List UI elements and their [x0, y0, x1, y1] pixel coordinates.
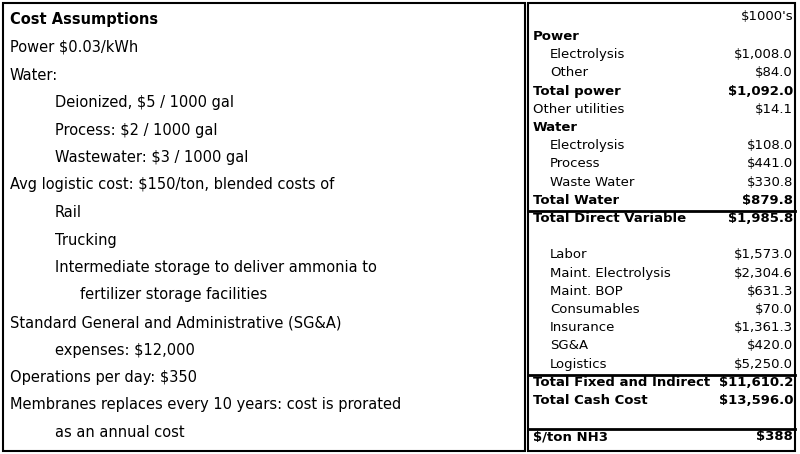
Text: Other utilities: Other utilities — [533, 103, 624, 116]
Text: Insurance: Insurance — [550, 321, 615, 334]
Text: Logistics: Logistics — [550, 358, 607, 370]
Text: $1000's: $1000's — [740, 10, 793, 23]
Text: $13,596.0: $13,596.0 — [718, 394, 793, 407]
Text: Rail: Rail — [55, 205, 82, 220]
Text: $11,610.2: $11,610.2 — [718, 376, 793, 389]
Text: Electrolysis: Electrolysis — [550, 139, 626, 152]
Text: Water:: Water: — [10, 68, 58, 83]
Text: Water: Water — [533, 121, 578, 134]
Text: $420.0: $420.0 — [746, 340, 793, 352]
Text: Maint. Electrolysis: Maint. Electrolysis — [550, 266, 670, 280]
Text: Power $0.03/kWh: Power $0.03/kWh — [10, 40, 138, 55]
Text: $879.8: $879.8 — [742, 194, 793, 207]
Text: $1,361.3: $1,361.3 — [734, 321, 793, 334]
Text: $108.0: $108.0 — [746, 139, 793, 152]
Text: SG&A: SG&A — [550, 340, 588, 352]
Text: $330.8: $330.8 — [746, 176, 793, 188]
Text: $14.1: $14.1 — [755, 103, 793, 116]
Text: Total Direct Variable: Total Direct Variable — [533, 212, 686, 225]
Text: $441.0: $441.0 — [746, 158, 793, 170]
Text: fertilizer storage facilities: fertilizer storage facilities — [80, 287, 267, 302]
Text: expenses: $12,000: expenses: $12,000 — [55, 342, 195, 357]
Text: Standard General and Administrative (SG&A): Standard General and Administrative (SG&… — [10, 315, 342, 330]
Text: Power: Power — [533, 30, 580, 43]
Text: $1,008.0: $1,008.0 — [734, 48, 793, 61]
Text: :: : — [152, 12, 157, 27]
Text: $388: $388 — [756, 430, 793, 444]
Text: as an annual cost: as an annual cost — [55, 425, 185, 440]
Bar — [3, 3, 525, 451]
Bar — [528, 3, 795, 451]
Text: Process: Process — [550, 158, 601, 170]
Text: Consumables: Consumables — [550, 303, 640, 316]
Text: $2,304.6: $2,304.6 — [734, 266, 793, 280]
Text: Wastewater: $3 / 1000 gal: Wastewater: $3 / 1000 gal — [55, 150, 248, 165]
Text: Deionized, $5 / 1000 gal: Deionized, $5 / 1000 gal — [55, 95, 234, 110]
Text: $5,250.0: $5,250.0 — [734, 358, 793, 370]
Text: Total Fixed and Indirect: Total Fixed and Indirect — [533, 376, 710, 389]
Text: Maint. BOP: Maint. BOP — [550, 285, 622, 298]
Text: $70.0: $70.0 — [755, 303, 793, 316]
Text: Waste Water: Waste Water — [550, 176, 634, 188]
Text: $1,092.0: $1,092.0 — [728, 84, 793, 98]
Text: Intermediate storage to deliver ammonia to: Intermediate storage to deliver ammonia … — [55, 260, 377, 275]
Text: $/ton NH3: $/ton NH3 — [533, 430, 608, 444]
Text: $1,573.0: $1,573.0 — [734, 248, 793, 262]
Text: Total Cash Cost: Total Cash Cost — [533, 394, 648, 407]
Text: $84.0: $84.0 — [755, 66, 793, 79]
Text: Operations per day: $350: Operations per day: $350 — [10, 370, 197, 385]
Text: Avg logistic cost: $150/ton, blended costs of: Avg logistic cost: $150/ton, blended cos… — [10, 178, 334, 192]
Text: $631.3: $631.3 — [746, 285, 793, 298]
Text: Total Water: Total Water — [533, 194, 619, 207]
Text: Other: Other — [550, 66, 588, 79]
Text: Electrolysis: Electrolysis — [550, 48, 626, 61]
Text: Labor: Labor — [550, 248, 587, 262]
Text: $1,985.8: $1,985.8 — [728, 212, 793, 225]
Text: Trucking: Trucking — [55, 232, 117, 247]
Text: Process: $2 / 1000 gal: Process: $2 / 1000 gal — [55, 123, 218, 138]
Text: Total power: Total power — [533, 84, 621, 98]
Text: Membranes replaces every 10 years: cost is prorated: Membranes replaces every 10 years: cost … — [10, 398, 402, 413]
Text: Cost Assumptions: Cost Assumptions — [10, 12, 158, 27]
